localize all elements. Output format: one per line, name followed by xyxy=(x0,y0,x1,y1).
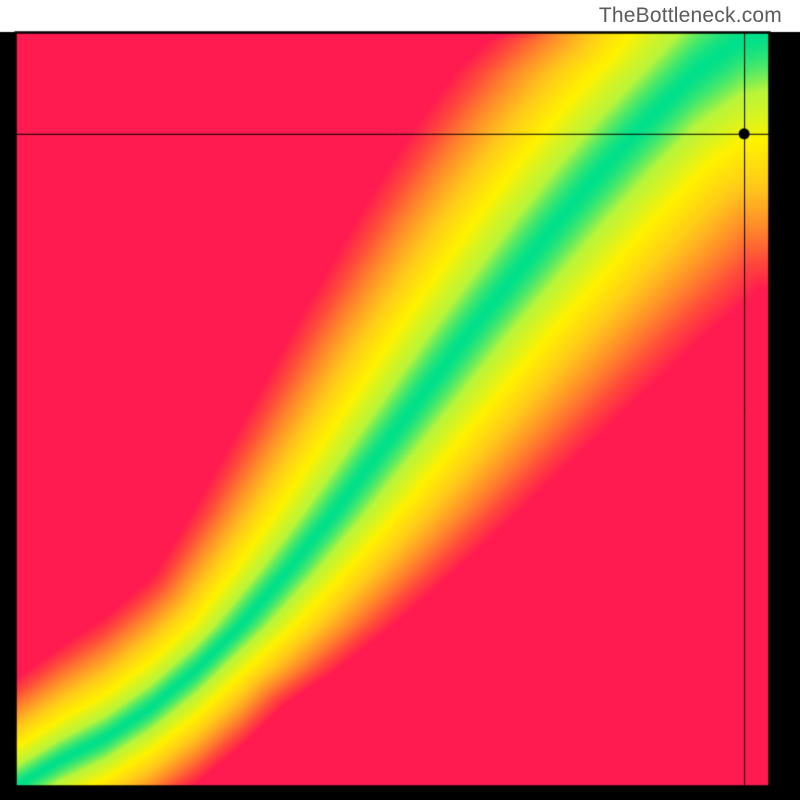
watermark-text: TheBottleneck.com xyxy=(599,4,782,28)
bottleneck-heatmap xyxy=(0,0,800,800)
chart-container: TheBottleneck.com xyxy=(0,0,800,800)
